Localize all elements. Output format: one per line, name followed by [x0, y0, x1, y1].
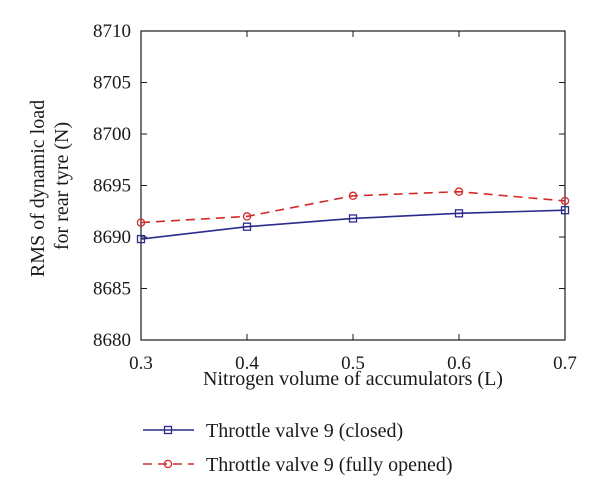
data-point: [348, 214, 358, 223]
y-axis: 8680 8685 8690 8695 8700 8705 8710: [93, 21, 565, 351]
legend-label: Throttle valve 9 (closed): [206, 420, 403, 442]
y-tick-label: 8700: [93, 124, 131, 145]
data-point: [242, 212, 252, 221]
legend-marker: [163, 425, 173, 435]
data-point: [454, 187, 464, 196]
data-point: [454, 209, 464, 218]
x-tick-label: 0.6: [447, 353, 471, 374]
x-tick-label: 0.3: [129, 353, 153, 374]
legend-label: Throttle valve 9 (fully opened): [206, 454, 453, 476]
legend-marker: [163, 459, 173, 469]
data-point: [560, 196, 570, 206]
x-axis-label: Nitrogen volume of accumulators (L): [203, 368, 503, 390]
y-tick-label: 8710: [93, 21, 131, 42]
legend: Throttle valve 9 (closed) Throttle valve …: [143, 420, 453, 476]
y-tick-label: 8685: [93, 279, 131, 300]
series-layer: [136, 187, 570, 244]
series-1: [136, 206, 570, 244]
x-tick-label: 0.7: [553, 353, 577, 374]
y-axis-label-line-2: for rear tyre (N): [51, 122, 73, 250]
y-tick-label: 8680: [93, 330, 131, 351]
x-tick-label: 0.5: [341, 353, 365, 374]
plot-frame: [140, 30, 566, 341]
data-point: [136, 234, 146, 244]
series-line: [140, 209, 566, 240]
y-tick-label: 8695: [93, 176, 131, 197]
legend-item: Throttle valve 9 (fully opened): [143, 454, 453, 476]
data-point: [560, 206, 570, 215]
series-2: [136, 187, 570, 227]
y-tick-label: 8690: [93, 227, 131, 248]
series-line: [140, 190, 566, 224]
y-axis-label-line-1: RMS of dynamic load: [27, 100, 49, 277]
y-tick-label: 8705: [93, 73, 131, 94]
x-tick-label: 0.4: [235, 353, 259, 374]
legend-item: Throttle valve 9 (closed): [143, 420, 403, 442]
y-axis-label: RMS of dynamic load for rear tyre (N): [27, 95, 73, 277]
x-axis: 0.3 0.4 0.5 0.6 0.7: [129, 31, 577, 374]
data-point: [136, 218, 146, 227]
data-point: [242, 222, 252, 231]
data-point: [348, 191, 358, 201]
